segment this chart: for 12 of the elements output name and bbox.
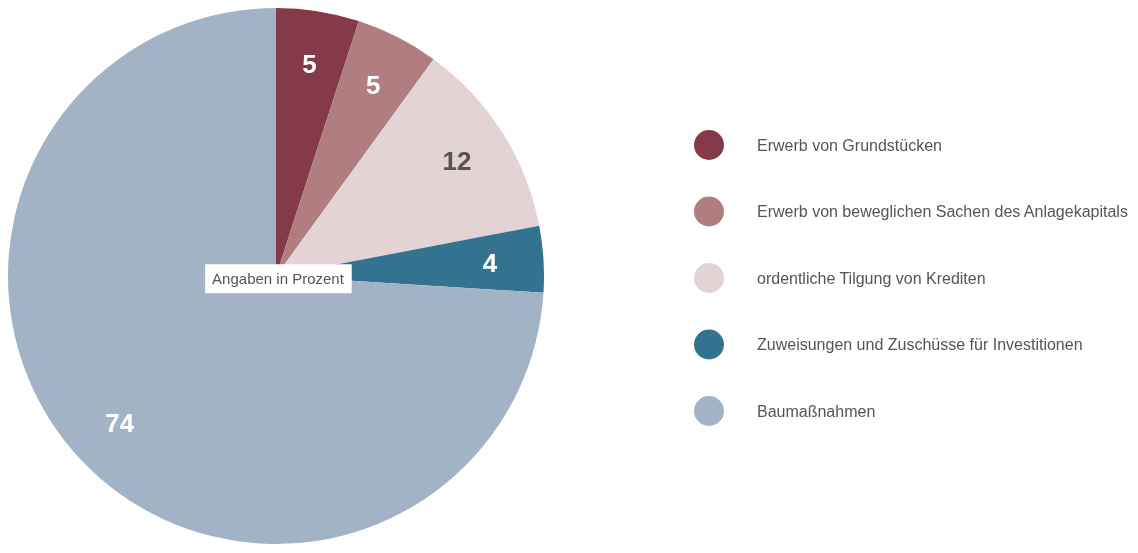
data-label: 74: [105, 407, 135, 438]
legend-label: Erwerb von Grundstücken: [757, 136, 942, 154]
data-label: 12: [442, 146, 472, 177]
text: Angaben in Prozent: [212, 270, 345, 288]
data-label: 5: [302, 49, 317, 80]
legend-label: ordentliche Tilgung von Krediten: [757, 269, 986, 287]
data-label: 5: [366, 70, 381, 101]
legend-label: Zuweisungen und Zuschüsse für Investitionen: [757, 336, 1083, 354]
legend-label: Baumaßnahmen: [757, 402, 876, 420]
legend-label: Erwerb von beweglichen Sachen des Anlagekapitals: [757, 203, 1128, 221]
data-label: 4: [482, 247, 498, 278]
pie-slice: [8, 8, 544, 544]
